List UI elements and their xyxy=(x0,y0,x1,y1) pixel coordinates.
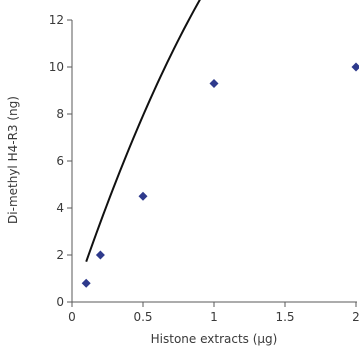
x-axis-ticks: 0 0.5 1 1.5 2 xyxy=(68,302,359,324)
x-tick-label: 1.5 xyxy=(275,310,294,324)
y-tick-label: 8 xyxy=(56,107,64,121)
plot-area: 0 2 4 6 8 10 12 0 0.5 1 1.5 2 xyxy=(49,0,359,324)
x-tick-label: 0.5 xyxy=(133,310,152,324)
data-point xyxy=(95,250,105,260)
x-axis-title: Histone extracts (μg) xyxy=(151,332,278,346)
data-point xyxy=(351,62,359,72)
y-tick-label: 12 xyxy=(49,13,64,27)
data-point xyxy=(81,278,91,288)
data-points xyxy=(81,62,359,288)
y-tick-label: 6 xyxy=(56,154,64,168)
trendline xyxy=(85,0,201,263)
y-tick-label: 0 xyxy=(56,295,64,309)
x-tick-label: 0 xyxy=(68,310,76,324)
data-point xyxy=(138,191,148,201)
data-point xyxy=(209,78,219,88)
y-tick-label: 10 xyxy=(49,60,64,74)
x-tick-label: 2 xyxy=(352,310,359,324)
y-tick-label: 2 xyxy=(56,248,64,262)
y-tick-label: 4 xyxy=(56,201,64,215)
x-tick-label: 1 xyxy=(210,310,218,324)
y-axis-ticks: 0 2 4 6 8 10 12 xyxy=(49,13,72,309)
y-axis-title: Di-methyl H4-R3 (ng) xyxy=(6,96,20,224)
